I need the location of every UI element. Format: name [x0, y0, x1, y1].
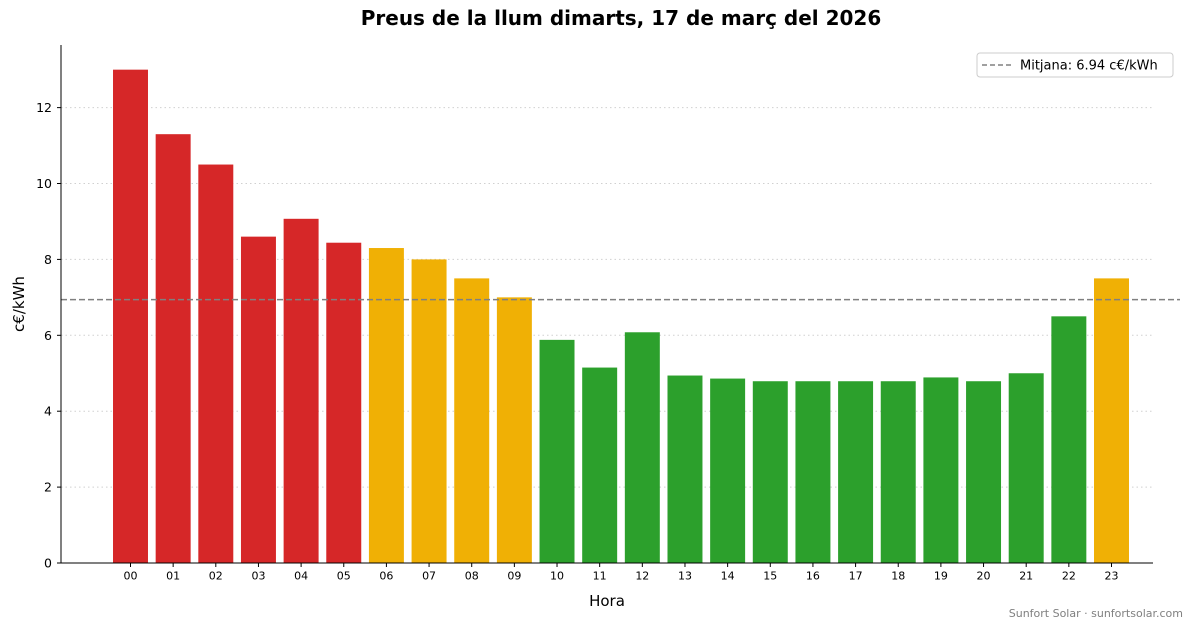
bar-02: [198, 164, 234, 564]
x-axis-label: Hora: [589, 592, 625, 610]
x-tick-label: 17: [849, 570, 863, 583]
x-tick-label: 08: [465, 570, 479, 583]
bar-22: [1051, 316, 1087, 563]
x-tick-label: 07: [422, 570, 436, 583]
credit-text: Sunfort Solar · sunfortsolar.com: [1009, 607, 1183, 620]
x-tick-label: 20: [977, 570, 991, 583]
bar-06: [368, 248, 404, 563]
bar-16: [795, 381, 831, 563]
bar-13: [667, 375, 703, 563]
bar-23: [1094, 278, 1129, 563]
bar-03: [240, 236, 276, 563]
y-axis-label: c€/kWh: [10, 276, 28, 332]
y-tick-label: 4: [44, 404, 52, 419]
x-tick-label: 05: [337, 570, 351, 583]
bar-07: [411, 259, 447, 563]
legend: Mitjana: 6.94 c€/kWh: [976, 52, 1174, 78]
y-tick-label: 0: [44, 556, 52, 571]
bar-08: [454, 278, 490, 563]
bar-14: [710, 378, 746, 563]
x-tick-label: 12: [635, 570, 649, 583]
legend-label: Mitjana: 6.94 c€/kWh: [1020, 59, 1158, 74]
x-tick-label: 06: [379, 570, 393, 583]
bar-18: [880, 381, 916, 563]
bar-04: [283, 218, 319, 564]
y-tick-label: 6: [44, 328, 52, 343]
bar-17: [838, 381, 874, 563]
x-tick-label: 04: [294, 570, 308, 583]
bar-20: [966, 381, 1002, 563]
x-tick-label: 16: [806, 570, 820, 583]
y-tick-label: 10: [36, 176, 52, 191]
x-tick-label: 11: [593, 570, 607, 583]
x-tick-label: 22: [1062, 570, 1076, 583]
bar-09: [496, 297, 532, 563]
bar-21: [1008, 373, 1044, 563]
x-tick-label: 18: [891, 570, 905, 583]
bar-11: [582, 367, 618, 563]
x-tick-label: 23: [1105, 570, 1119, 583]
x-tick-label: 03: [251, 570, 265, 583]
bar-15: [752, 381, 788, 563]
y-tick-label: 2: [44, 480, 52, 495]
bar-10: [539, 339, 575, 563]
bars-group: [113, 69, 1129, 564]
bar-19: [923, 377, 959, 563]
bar-00: [113, 69, 148, 564]
bar-05: [326, 242, 362, 563]
x-tick-label: 21: [1019, 570, 1033, 583]
x-ticks: 00 01 02 03 04 05 06 07 08 09 10 11 12 13 14 15 16 17 18 19…: [124, 563, 1119, 583]
legend-box: [976, 52, 1174, 78]
y-tick-label: 8: [44, 252, 52, 267]
x-tick-label: 19: [934, 570, 948, 583]
bar-12: [624, 332, 660, 563]
x-tick-label: 14: [721, 570, 735, 583]
y-tick-label: 12: [36, 100, 52, 115]
x-tick-label: 01: [166, 570, 180, 583]
chart-title: Preus de la llum dimarts, 17 de març del…: [361, 6, 882, 30]
x-tick-label: 15: [763, 570, 777, 583]
x-tick-label: 00: [124, 570, 138, 583]
x-tick-label: 10: [550, 570, 564, 583]
x-tick-label: 02: [209, 570, 223, 583]
bar-01: [155, 134, 191, 563]
x-tick-label: 13: [678, 570, 692, 583]
x-tick-label: 09: [507, 570, 521, 583]
y-ticks: 0 2 4 6 8 10 12: [36, 100, 61, 571]
